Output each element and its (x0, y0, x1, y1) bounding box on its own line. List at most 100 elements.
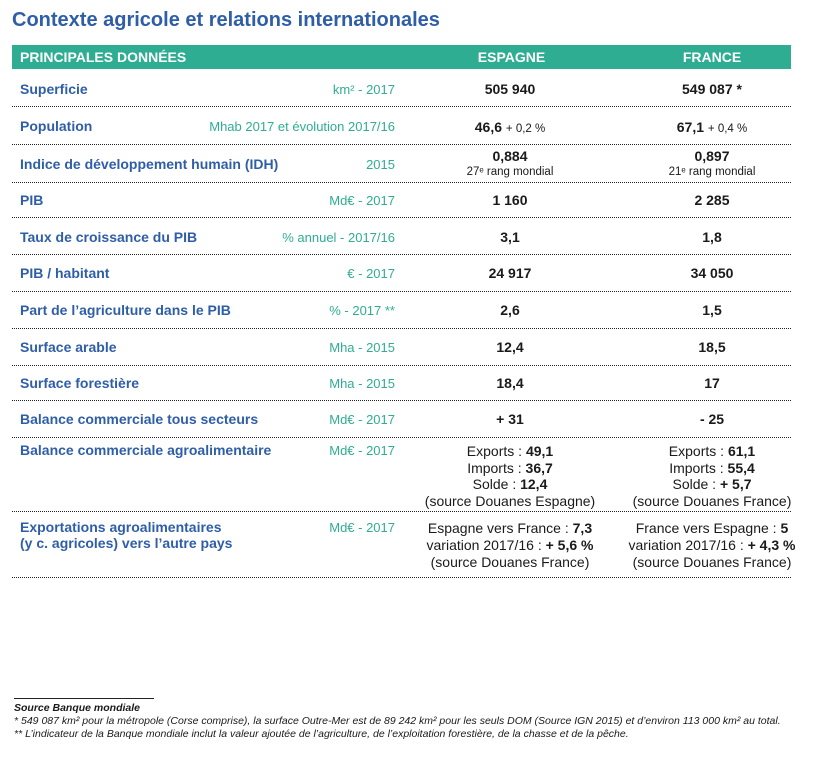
value-variation: + 4,3 % (747, 537, 796, 553)
value-france-exports: Exports : 61,1 (612, 443, 812, 460)
label-solde: Solde : (672, 476, 720, 492)
row-label: Superficie (20, 81, 88, 97)
value-france: - 25 (699, 411, 725, 427)
page-title: Contexte agricole et relations internati… (12, 9, 440, 31)
header-france: FRANCE (682, 49, 742, 65)
value-espagne: 0,884 (492, 148, 528, 164)
header-principales: PRINCIPALES DONNÉES (20, 49, 187, 65)
value-france-variation: variation 2017/16 : + 4,3 % (612, 537, 812, 554)
value-france: 1,5 (702, 302, 722, 318)
label-exports: Exports : (668, 443, 728, 459)
table-row: Indice de développement humain (IDH) 201… (12, 146, 791, 183)
table-row: PIB / habitant € - 2017 24 917 34 050 (12, 256, 791, 292)
value-espagne: 18,4 (496, 375, 524, 391)
value-france: 18,5 (698, 339, 726, 355)
row-label: Balance commerciale tous secteurs (20, 411, 259, 427)
value-espagne-solde: Solde : 12,4 (410, 476, 610, 493)
source-espagne: (source Douanes France) (430, 554, 590, 570)
row-unit: Md€ - 2017 (329, 412, 395, 427)
table-row: Balance commerciale tous secteurs Md€ - … (12, 402, 791, 438)
value-exports: 61,1 (727, 443, 756, 459)
value-espagne-main: 46,6 (474, 119, 503, 135)
row-unit: 2015 (366, 157, 395, 172)
row-unit: Md€ - 2017 (329, 520, 395, 535)
value-espagne: 3,1 (500, 229, 520, 245)
row-unit: Mhab 2017 et évolution 2017/16 (209, 119, 395, 134)
value-france-main: 67,1 (676, 119, 705, 135)
value-exports: 49,1 (525, 443, 554, 459)
row-label: Population (20, 118, 93, 134)
value-solde: + 5,7 (719, 476, 752, 492)
row-label: Exportations agroalimentaires (20, 519, 222, 535)
value-espagne-exports: Exports : 49,1 (410, 443, 610, 460)
table-row: Superficie km² - 2017 505 940 549 087 * (12, 72, 791, 107)
value-france-rank: 21ᵉ rang mondial (668, 166, 756, 178)
row-unit: Md€ - 2017 (329, 193, 395, 208)
label-exports: Exports : (466, 443, 526, 459)
source-espagne: (source Douanes Espagne) (424, 492, 596, 509)
value-direction: 5 (780, 520, 789, 536)
source-france: (source Douanes France) (632, 554, 792, 570)
row-label: Indice de développement humain (IDH) (20, 156, 279, 172)
row-unit: km² - 2017 (332, 82, 395, 97)
value-france: 67,1 + 0,4 % (612, 119, 812, 138)
row-unit: Mha - 2015 (329, 376, 395, 391)
value-espagne: 24 917 (488, 265, 532, 281)
value-espagne: 12,4 (496, 339, 524, 355)
table-row: Taux de croissance du PIB % annuel - 201… (12, 219, 791, 255)
row-unit: Md€ - 2017 (329, 443, 395, 458)
value-france-evolution: + 0,4 % (707, 123, 748, 135)
footnotes: Source Banque mondiale * 549 087 km² pou… (14, 702, 794, 741)
row-label: Part de l’agriculture dans le PIB (20, 302, 231, 318)
footnote-source: Source Banque mondiale (14, 702, 141, 714)
label-imports: Imports : (669, 459, 728, 476)
value-espagne-imports: Imports : 36,7 (410, 460, 610, 477)
row-unit: % annuel - 2017/16 (282, 230, 395, 245)
value-france: 1,8 (702, 229, 722, 245)
header-espagne: ESPAGNE (477, 49, 546, 65)
value-france: 17 (704, 375, 720, 391)
value-espagne: 2,6 (500, 302, 520, 318)
value-espagne-variation: variation 2017/16 : + 5,6 % (410, 537, 610, 554)
row-label: Surface forestière (20, 375, 140, 391)
value-espagne: + 31 (496, 411, 524, 427)
table-row: Part de l’agriculture dans le PIB % - 20… (12, 293, 791, 329)
value-direction: 7,3 (572, 520, 593, 536)
value-france-solde: Solde : + 5,7 (612, 476, 812, 493)
value-france: 34 050 (690, 265, 734, 281)
row-label: Balance commerciale agroalimentaire (20, 442, 272, 458)
footnote-2: ** L’indicateur de la Banque mondiale in… (14, 728, 629, 740)
label-direction: Espagne vers France : (427, 520, 573, 536)
row-unit: Mha - 2015 (329, 340, 395, 355)
value-france-exports: France vers Espagne : 5 (612, 520, 812, 537)
value-espagne: 505 940 (484, 81, 536, 97)
value-france: 0,897 (694, 148, 730, 164)
row-label: PIB (20, 192, 44, 208)
label-variation: variation 2017/16 : (628, 537, 748, 553)
value-espagne-evolution: + 0,2 % (505, 123, 546, 135)
label-solde: Solde : (472, 476, 521, 492)
value-espagne: 1 160 (492, 192, 528, 208)
table-row: Population Mhab 2017 et évolution 2017/1… (12, 108, 791, 145)
label-variation: variation 2017/16 : (426, 537, 546, 553)
value-variation: + 5,6 % (545, 537, 594, 553)
table-row: PIB Md€ - 2017 1 160 2 285 (12, 184, 791, 218)
footnote-divider (14, 698, 154, 699)
row-unit: € - 2017 (347, 266, 395, 281)
value-france: 2 285 (694, 192, 730, 208)
table-header: PRINCIPALES DONNÉES ESPAGNE FRANCE (12, 45, 791, 69)
table-row: Exportations agroalimentaires (y c. agri… (12, 513, 795, 578)
value-imports: 36,7 (525, 459, 553, 476)
value-imports: 55,4 (727, 459, 755, 476)
source-france: (source Douanes France) (632, 492, 792, 509)
row-label-line2: (y c. agricoles) vers l’autre pays (20, 535, 233, 551)
table-row: Surface arable Mha - 2015 12,4 18,5 (12, 330, 791, 366)
value-espagne-rank: 27ᵉ rang mondial (466, 166, 554, 178)
value-espagne-exports: Espagne vers France : 7,3 (410, 520, 610, 537)
row-label: Taux de croissance du PIB (20, 229, 198, 245)
label-imports: Imports : (467, 459, 526, 476)
value-espagne: 46,6 + 0,2 % (410, 119, 610, 138)
value-france: 549 087 * (682, 81, 742, 97)
label-direction: France vers Espagne : (635, 520, 781, 536)
row-label: Surface arable (20, 339, 117, 355)
